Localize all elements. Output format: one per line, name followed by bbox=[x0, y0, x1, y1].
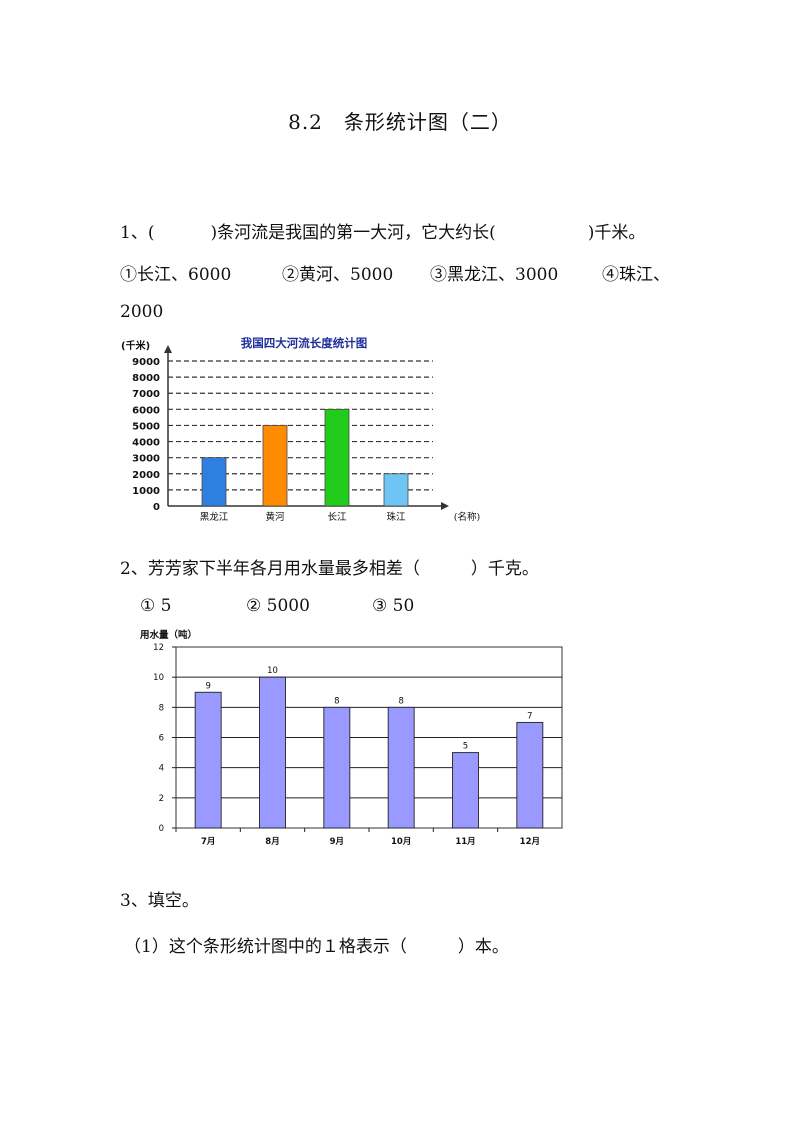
data-label: 8 bbox=[334, 696, 339, 706]
q2-options: ① 5 ② 5000 ③ 50 bbox=[140, 596, 414, 616]
x-category-label: 7月 bbox=[201, 837, 215, 847]
data-label: 10 bbox=[267, 666, 278, 676]
y-tick-label: 4 bbox=[159, 764, 164, 774]
data-label: 8 bbox=[398, 696, 403, 706]
bar bbox=[194, 691, 222, 829]
page-title: 8.2 条形统计图（二） bbox=[288, 110, 512, 134]
y-tick-label: 2 bbox=[159, 794, 164, 804]
question-2: 2、芳芳家下半年各月用水量最多相差（ ）千克。 bbox=[120, 559, 539, 579]
q1-option-2: ②黄河、5000 bbox=[282, 265, 394, 285]
x-category-label: 珠江 bbox=[386, 511, 406, 523]
chart-title: 我国四大河流长度统计图 bbox=[241, 336, 368, 350]
x-category-label: 黑龙江 bbox=[200, 511, 229, 523]
q1-option-3: ③黑龙江、3000 bbox=[430, 265, 559, 285]
question-3: 3、填空。 bbox=[120, 891, 199, 911]
y-tick-label: 3000 bbox=[132, 454, 160, 465]
data-label: 5 bbox=[463, 742, 468, 752]
bar bbox=[201, 457, 227, 507]
y-axis-label: (千米) bbox=[121, 339, 150, 352]
bar bbox=[387, 706, 415, 829]
y-tick-label: 10 bbox=[153, 673, 164, 683]
x-axis-label: (名称) bbox=[454, 511, 480, 523]
x-category-label: 长江 bbox=[327, 511, 347, 523]
y-tick-label: 7000 bbox=[132, 389, 160, 400]
q2-option-1: ① 5 bbox=[140, 596, 172, 616]
x-category-label: 黄河 bbox=[265, 511, 285, 523]
y-axis-label: 用水量（吨） bbox=[139, 629, 197, 641]
y-tick-label: 0 bbox=[159, 824, 164, 834]
x-category-label: 12月 bbox=[520, 837, 540, 847]
y-tick-label: 2000 bbox=[132, 470, 160, 481]
q2-option-3: ③ 50 bbox=[372, 596, 415, 616]
q1-suffix: )千米。 bbox=[587, 223, 646, 243]
q1-option-4: ④珠江、 bbox=[602, 265, 670, 285]
bar bbox=[323, 706, 351, 829]
x-axis-arrow bbox=[441, 502, 449, 510]
q2-option-2: ② 5000 bbox=[246, 596, 310, 616]
q1-option-1: ①长江、6000 bbox=[120, 265, 232, 285]
bar bbox=[516, 721, 544, 829]
bar bbox=[262, 425, 288, 507]
x-category-label: 9月 bbox=[330, 837, 344, 847]
y-tick-label: 8000 bbox=[132, 373, 160, 384]
y-tick-label: 12 bbox=[153, 643, 164, 653]
y-tick-label: 1000 bbox=[132, 486, 160, 497]
question-1: 1、( )条河流是我国的第一大河，它大约长( )千米。 bbox=[120, 218, 645, 243]
q1-middle: )条河流是我国的第一大河，它大约长( bbox=[210, 223, 496, 243]
q1-option-4-tail: 2000 bbox=[120, 302, 164, 322]
data-label: 9 bbox=[205, 681, 210, 691]
question-3-part-1: （1）这个条形统计图中的１格表示（ ）本。 bbox=[124, 937, 509, 957]
bar bbox=[383, 473, 409, 507]
bar bbox=[452, 752, 479, 829]
x-category-label: 11月 bbox=[455, 837, 475, 847]
q1-prefix: 1、( bbox=[120, 223, 155, 243]
bar bbox=[324, 408, 350, 507]
x-category-label: 8月 bbox=[265, 837, 279, 847]
y-tick-label: 8 bbox=[159, 703, 164, 713]
y-tick-label: 9000 bbox=[132, 357, 160, 368]
x-category-label: 10月 bbox=[391, 837, 411, 847]
water-usage-chart: 用水量（吨） 0 2 4 6 8 10 12 9 7月 10 8月 8 9月 8 10月 5 11月 7 12月 bbox=[139, 629, 563, 847]
y-tick-label: 0 bbox=[153, 502, 160, 513]
bar bbox=[259, 676, 286, 829]
y-tick-label: 6000 bbox=[132, 405, 160, 416]
y-tick-label: 6 bbox=[159, 734, 164, 744]
y-tick-label: 4000 bbox=[132, 438, 160, 449]
river-length-chart: 我国四大河流长度统计图 (千米) 0 1000 2000 3000 4000 5000 6000… bbox=[121, 336, 480, 523]
y-tick-label: 5000 bbox=[132, 421, 160, 432]
data-label: 7 bbox=[527, 711, 532, 721]
y-axis-arrow bbox=[164, 345, 172, 353]
q1-options: ①长江、6000 ②黄河、5000 ③黑龙江、3000 ④珠江、 bbox=[120, 260, 670, 285]
